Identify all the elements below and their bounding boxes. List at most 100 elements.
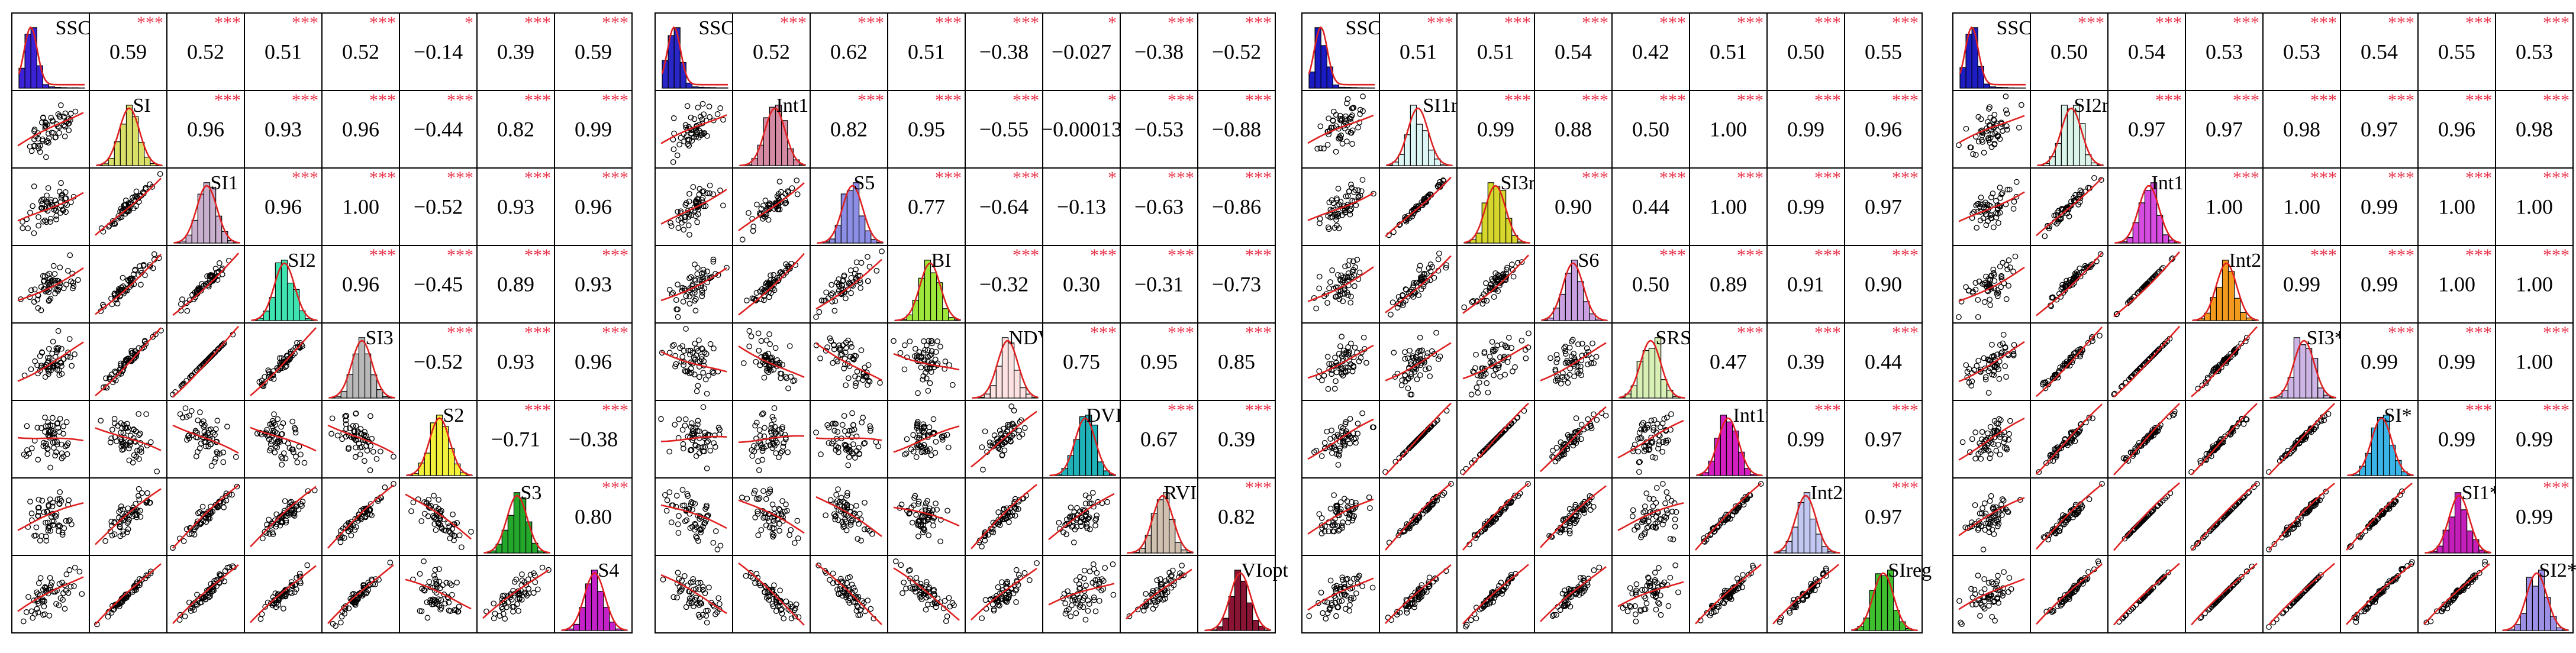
cell-6-6: RVI [1120,478,1198,555]
cell-2-2: SI1 [167,168,244,245]
cell-4-3 [1534,323,1612,400]
cell-1-7: 0.96*** [1845,90,1922,168]
significance-stars: *** [1245,323,1272,342]
significance-stars: *** [780,13,807,33]
cell-3-0 [12,245,89,323]
histogram-bar [1247,603,1253,631]
corr-value: 0.55 [1865,40,1902,64]
corr-value: 0.51 [908,40,945,64]
cell-4-2 [167,323,244,400]
histogram-bar [383,397,389,398]
variable-label: S5 [854,172,875,194]
corr-value: 0.91 [1787,273,1824,296]
cell-6-3 [888,478,965,555]
cell-4-1 [1379,323,1457,400]
cell-0-7: 0.55*** [1845,13,1922,90]
cell-frame [244,400,322,478]
corr-value: −0.52 [414,195,463,219]
histogram-bar [365,354,371,398]
cell-frame [12,478,89,555]
cell-0-7: −0.52*** [1198,13,1275,90]
significance-stars: *** [935,13,962,33]
corr-value: 0.50 [1632,118,1669,141]
cell-6-7: 0.82*** [1198,478,1275,555]
histogram-bar [294,289,299,321]
significance-stars: *** [935,168,962,188]
corr-value: −0.53 [1134,118,1184,141]
histogram-bar [1649,348,1655,398]
cell-2-5: −0.13* [1043,168,1120,245]
significance-stars: *** [524,245,551,265]
corr-value: −0.55 [979,118,1029,141]
histogram-bar [1241,581,1247,631]
variable-label: DVI [1087,405,1122,426]
histogram-bar [847,190,853,243]
histogram-bar [1217,627,1223,631]
cell-frame [12,90,89,168]
cell-6-4 [965,478,1043,555]
corr-value: 0.82 [1218,505,1255,529]
corr-value: −0.38 [1134,40,1184,64]
cell-4-7: 0.85*** [1198,323,1275,400]
corr-value: −0.86 [1212,195,1261,219]
histogram-bar [1578,282,1584,321]
cell-1-1: SI [89,90,167,168]
significance-stars: *** [602,323,628,342]
corr-value: 0.93 [497,350,534,374]
histogram-bar [353,354,359,398]
significance-stars: *** [1659,13,1686,33]
cell-3-3: SI2 [244,245,322,323]
significance-stars: * [1108,168,1117,188]
histogram-bar [341,392,347,398]
cell-1-7: −0.88*** [1198,90,1275,168]
cell-2-0 [1302,168,1379,245]
significance-stars: *** [857,90,884,110]
corr-value: 0.88 [1555,118,1592,141]
cell-1-6: −0.53*** [1120,90,1198,168]
cell-3-5: −0.45*** [399,245,477,323]
cell-3-5: 0.89*** [1690,245,1767,323]
corr-value: 0.93 [575,273,612,296]
corr-value: 0.52 [753,40,790,64]
significance-stars: *** [602,90,628,110]
corr-value: 0.97 [1865,195,1902,219]
histogram-bar [598,591,604,631]
cell-0-4: −0.38*** [965,13,1043,90]
significance-stars: *** [602,245,628,265]
significance-stars: *** [1582,90,1608,110]
cell-3-6: 0.89*** [477,245,554,323]
cell-3-4: 0.96*** [322,245,399,323]
significance-stars: *** [214,90,241,110]
histogram-bar [514,493,520,553]
cell-6-0 [655,478,733,555]
corr-value: 0.51 [1400,40,1437,64]
cell-1-0 [1302,90,1379,168]
cell-5-0 [655,400,733,478]
cell-frame [733,400,810,478]
cell-3-0 [655,245,733,323]
significance-stars: *** [1013,168,1039,188]
significance-stars: *** [1737,13,1763,33]
significance-stars: *** [369,168,396,188]
corr-value: 0.89 [1710,273,1747,296]
significance-stars: *** [1168,400,1194,420]
histogram-bar [990,386,996,398]
histogram-bar [1333,85,1339,88]
cell-7-3 [244,555,322,633]
cell-1-2: 0.96*** [167,90,244,168]
histogram-bar [204,183,209,243]
significance-stars: *** [137,13,163,33]
corr-value: −0.71 [491,428,540,451]
significance-stars: *** [524,400,551,420]
histogram-bar [138,143,144,166]
corr-value: 0.96 [575,350,612,374]
cell-4-5: −0.52*** [399,323,477,400]
significance-stars: *** [214,13,241,33]
corr-value: 0.82 [497,118,534,141]
histogram-bar [1309,72,1315,88]
cell-3-0 [1302,245,1379,323]
corr-value: −0.52 [414,350,463,374]
histogram-bar [1014,370,1020,398]
cell-3-3: BI [888,245,965,323]
cell-6-5 [1043,478,1120,555]
